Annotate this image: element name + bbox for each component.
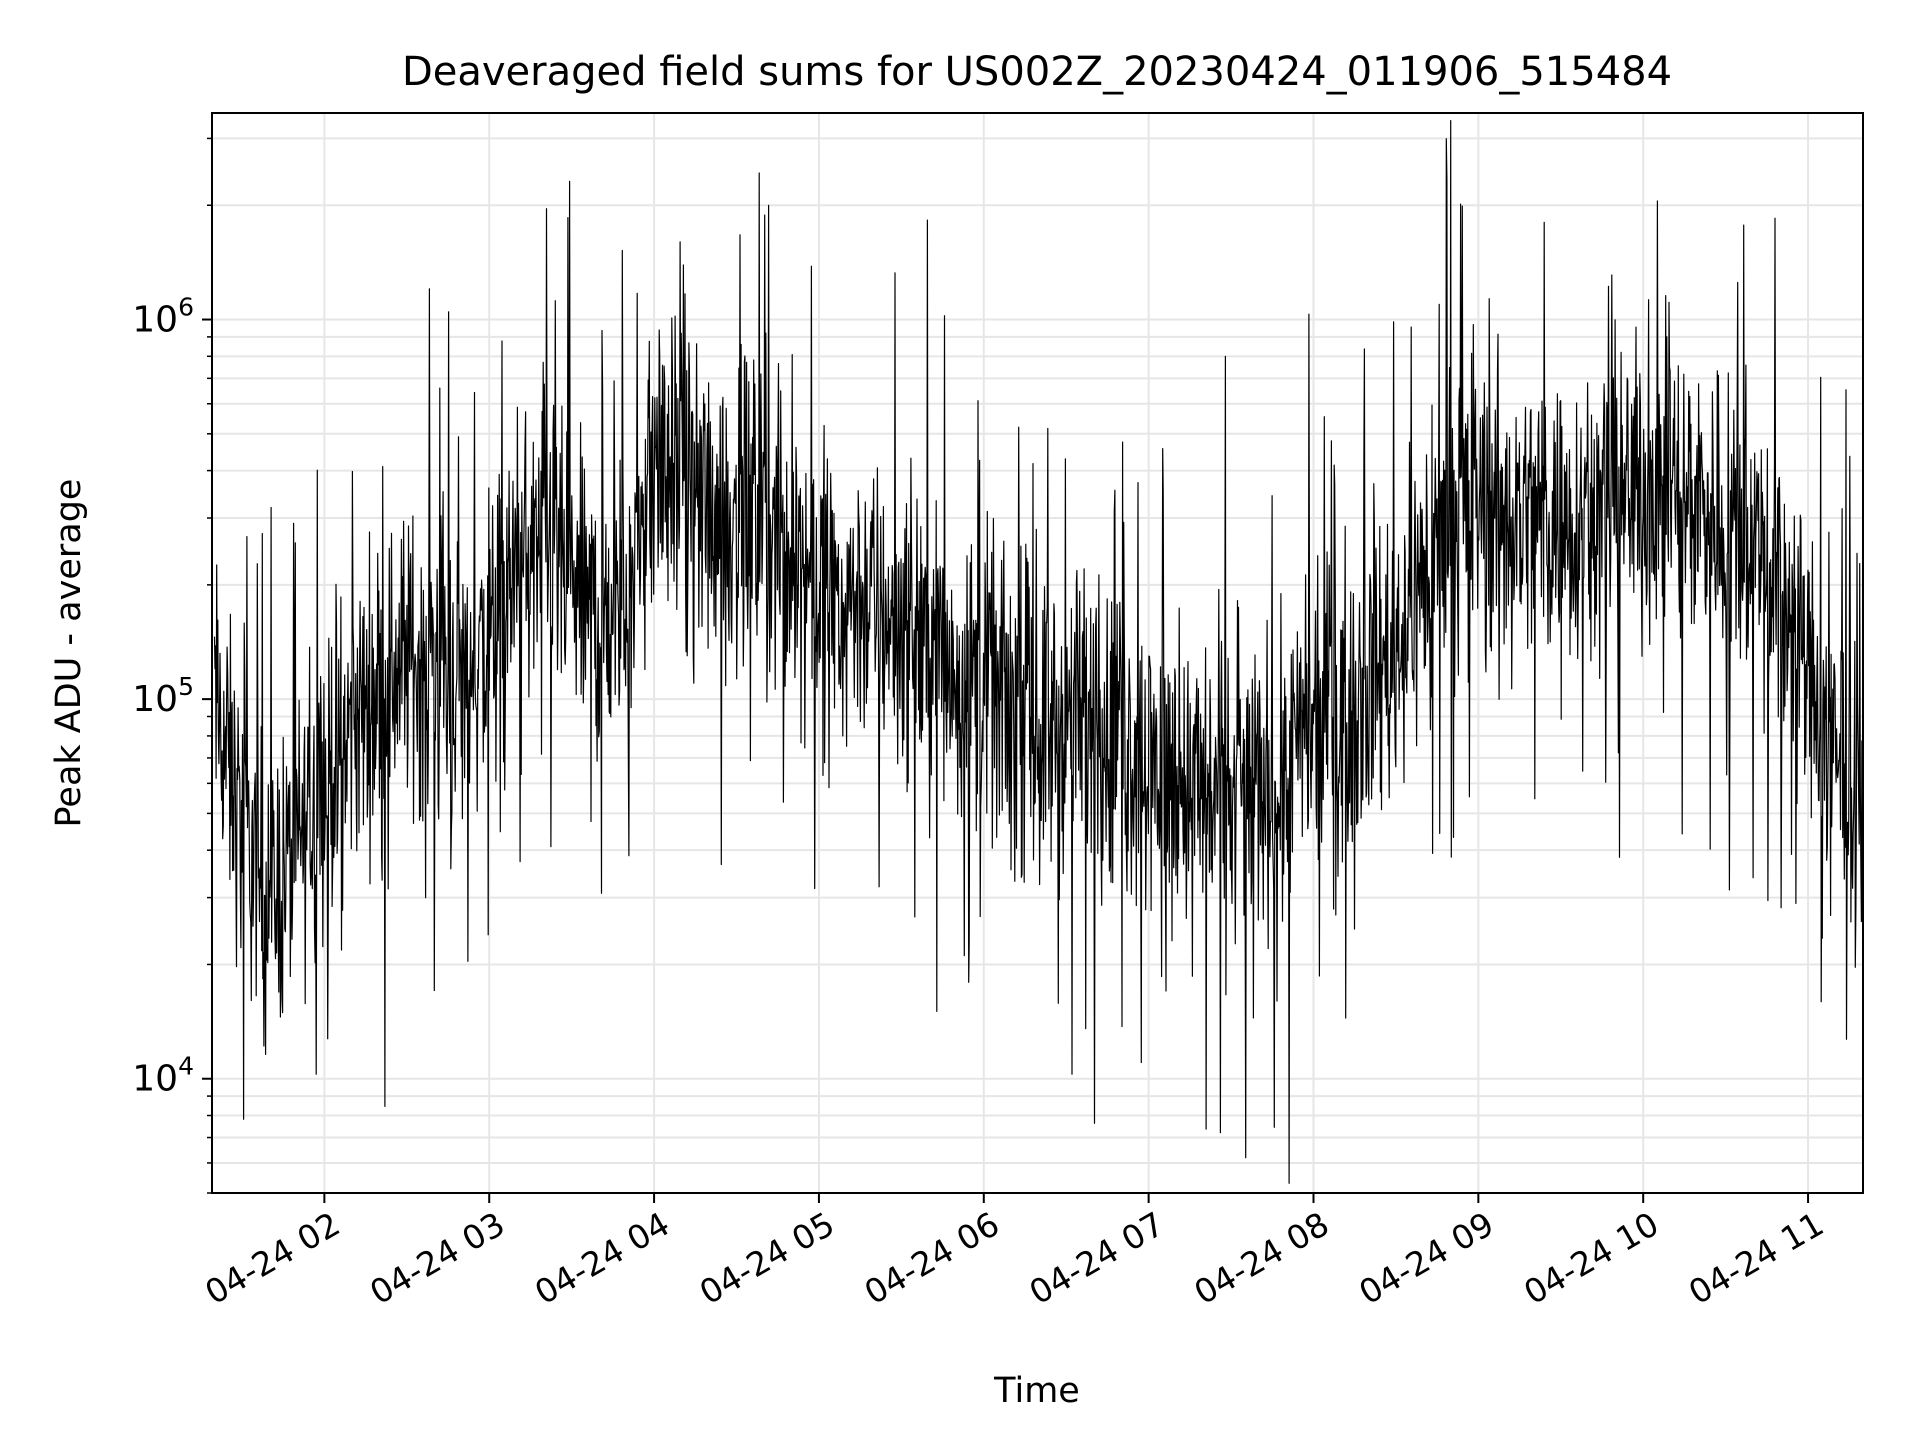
axes-frame bbox=[211, 112, 1864, 1194]
y-axis-ticks: 104 105 106 bbox=[132, 137, 212, 1194]
plot-area bbox=[213, 120, 1864, 1184]
y-tick-label: 105 bbox=[132, 672, 194, 720]
y-tick-label: 106 bbox=[132, 293, 194, 341]
series-line bbox=[213, 120, 1864, 1184]
x-axis-label: Time bbox=[993, 1371, 1080, 1411]
y-tick-label: 104 bbox=[132, 1052, 194, 1100]
chart-title: Deaveraged field sums for US002Z_2023042… bbox=[402, 49, 1672, 95]
y-axis-label: Peak ADU - average bbox=[49, 479, 89, 828]
